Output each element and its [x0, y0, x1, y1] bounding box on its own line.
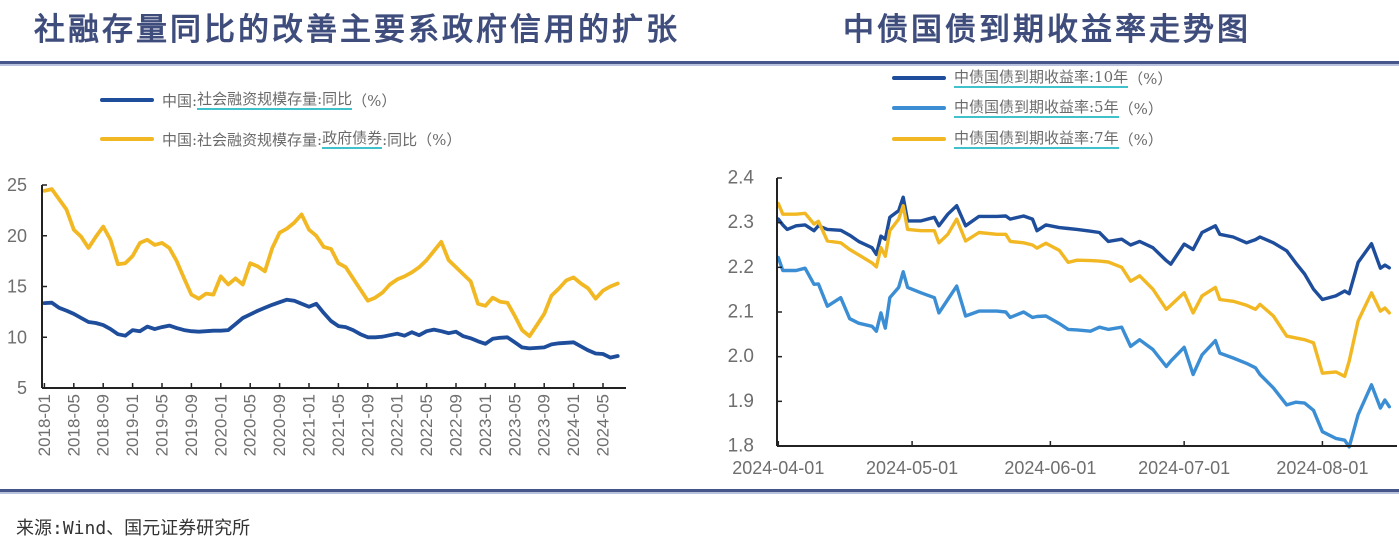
- legend-swatch-gov-bond-yoy: [100, 137, 154, 141]
- y-tick-label: 2.0: [728, 346, 754, 367]
- cgb-5y-yield-line: [776, 255, 1392, 449]
- y-tick-label: 5: [17, 378, 27, 398]
- x-tick-label: 2020-09: [270, 394, 289, 456]
- legend-label-underlined: 中债国债到期收益率:7年: [954, 129, 1119, 149]
- bottom-divider: [0, 489, 1399, 492]
- x-tick-label: 2022-05: [417, 394, 436, 456]
- chart-tsf-growth: 5 10 15 20 25 2018-01 2018-05 2018-09 2019-01 201…: [7, 175, 626, 456]
- y-tick-label: 25: [7, 175, 27, 195]
- legend-label-suffix: :同比（%）: [382, 130, 462, 149]
- x-tick-label: 2021-09: [358, 394, 377, 456]
- y-tick-label: 15: [7, 277, 27, 297]
- left-chart-title: 社融存量同比的改善主要系政府信用的扩张: [34, 12, 680, 47]
- x-tick-label: 2022-09: [447, 394, 466, 456]
- x-tick-label: 2022-01: [388, 394, 407, 456]
- cgb-7y-yield-line: [776, 201, 1392, 378]
- right-chart-title: 中债国债到期收益率走势图: [843, 12, 1251, 47]
- x-tick-label: 2020-01: [211, 394, 230, 456]
- x-tick-label: 2018-09: [94, 394, 113, 456]
- y-tick-label: 2.3: [728, 212, 754, 233]
- legend-swatch-5y: [892, 106, 946, 110]
- cgb-10y-yield-line: [776, 195, 1392, 302]
- x-tick-label: 2024-04-01: [732, 458, 824, 478]
- x-tick-label: 2019-05: [153, 394, 172, 456]
- x-tick-label: 2023-09: [535, 394, 554, 456]
- legend-swatch-tsf-yoy: [100, 98, 154, 102]
- legend-item-gov-bond-yoy: 中国:社会融资规模存量: 政府债券 :同比（%）: [100, 128, 461, 150]
- x-tick-label: 2019-09: [182, 394, 201, 456]
- legend-item-5y: 中债国债到期收益率:5年 （%）: [892, 97, 1163, 119]
- source-note: 来源:Wind、国元证券研究所: [16, 518, 251, 539]
- legend-label-underlined: 中债国债到期收益率:10年: [954, 68, 1129, 88]
- legend-label-suffix: （%）: [1128, 69, 1173, 88]
- legend-label-underlined: 社会融资规模存量:同比: [197, 90, 353, 110]
- x-tick-label: 2021-05: [329, 394, 348, 456]
- legend-item-tsf-yoy: 中国: 社会融资规模存量:同比 （%）: [100, 89, 396, 111]
- tsf-stock-yoy-line: [42, 297, 620, 360]
- legend-swatch-7y: [892, 137, 946, 141]
- top-divider: [0, 61, 1399, 64]
- x-tick-label: 2020-05: [241, 394, 260, 456]
- legend-label-prefix: 中国:: [162, 91, 198, 110]
- x-tick-label: 2024-05: [594, 394, 613, 456]
- legend-item-7y: 中债国债到期收益率:7年 （%）: [892, 128, 1163, 150]
- x-tick-label: 2024-05-01: [866, 458, 958, 478]
- y-tick-label: 10: [7, 327, 27, 347]
- legend-label-suffix: （%）: [1118, 130, 1163, 149]
- legend-item-10y: 中债国债到期收益率:10年 （%）: [892, 67, 1172, 89]
- y-tick-label: 2.1: [728, 302, 754, 323]
- x-tick-label: 2019-01: [123, 394, 142, 456]
- x-tick-label: 2024-06-01: [1004, 458, 1096, 478]
- legend-label-suffix: （%）: [1118, 99, 1163, 118]
- y-tick-label: 2.2: [728, 257, 754, 278]
- legend-swatch-10y: [892, 76, 946, 80]
- y-tick-label: 1.8: [728, 436, 754, 457]
- x-tick-label: 2024-07-01: [1138, 458, 1230, 478]
- x-tick-label: 2024-01: [564, 394, 583, 456]
- x-tick-label: 2023-01: [476, 394, 495, 456]
- chart-cgb-yields: 1.8 1.9 2.0 2.1 2.2 2.3 2.4 2024-04-01 2024-05-0…: [728, 168, 1397, 478]
- legend-label-prefix: 中国:社会融资规模存量:: [162, 130, 323, 149]
- legend-label-suffix: （%）: [352, 91, 397, 110]
- gov-bond-stock-yoy-line: [42, 187, 620, 339]
- x-tick-label: 2021-01: [300, 394, 319, 456]
- x-tick-label: 2018-05: [64, 394, 83, 456]
- x-tick-label: 2024-08-01: [1276, 458, 1368, 478]
- legend-label-underlined: 政府债券: [322, 129, 383, 149]
- y-tick-label: 2.4: [728, 168, 755, 189]
- x-tick-label: 2023-05: [505, 394, 524, 456]
- y-tick-label: 20: [7, 226, 27, 246]
- legend-label-underlined: 中债国债到期收益率:5年: [954, 98, 1119, 118]
- y-tick-label: 1.9: [728, 391, 754, 412]
- x-tick-label: 2018-01: [35, 394, 54, 456]
